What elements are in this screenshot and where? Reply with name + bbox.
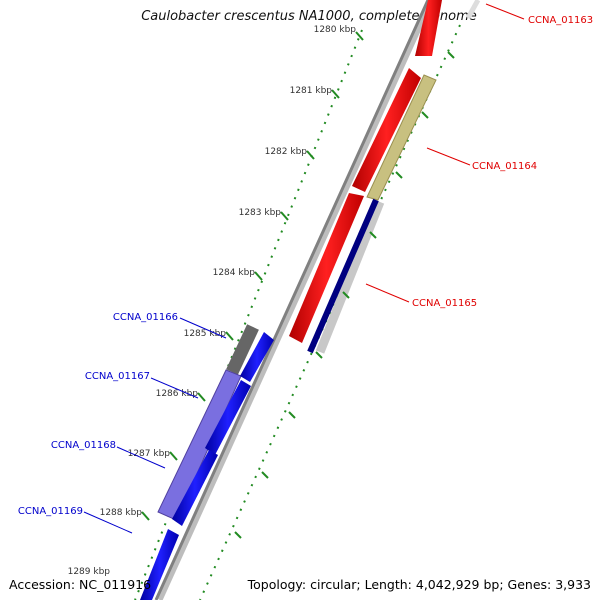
tick-label: 1282 kbp <box>265 147 308 157</box>
accession-text: Accession: NC_011916 <box>9 577 152 592</box>
gene-ccna-01164-arrow[interactable] <box>352 68 421 192</box>
gene-ccna-01167-arrow[interactable] <box>205 380 251 455</box>
tick-mark <box>331 89 340 99</box>
tick-label: 1285 kbp <box>184 329 227 339</box>
backbone-shadow <box>157 0 435 600</box>
feature-ccna-01164-band <box>366 74 437 201</box>
tick-label: 1284 kbp <box>213 268 256 278</box>
gene-label-ccna-01163[interactable]: CCNA_01163 <box>528 15 593 26</box>
tick-label: 1287 kbp <box>128 449 171 459</box>
gene-ccna-01168-arrow[interactable] <box>172 450 218 526</box>
gene-label-ccna-01166[interactable]: CCNA_01166 <box>113 312 178 323</box>
feature-ccna-01166-band <box>226 324 259 375</box>
tick-label: 1288 kbp <box>100 508 143 518</box>
gene-label-ccna-01164[interactable]: CCNA_01164 <box>472 161 537 172</box>
tick-mark <box>306 150 315 160</box>
tick-mark <box>169 451 178 461</box>
gene-ccna-01163-arrow[interactable] <box>415 0 442 56</box>
leader-ccna-01165 <box>365 283 410 303</box>
tick-mark <box>355 31 364 41</box>
summary-text: Topology: circular; Length: 4,042,929 bp… <box>247 577 591 592</box>
faint-feature <box>465 0 481 20</box>
gene-label-ccna-01167[interactable]: CCNA_01167 <box>85 371 150 382</box>
leader-ccna-01166 <box>179 317 227 339</box>
map-title: Caulobacter crescentus NA1000, complete … <box>141 9 477 24</box>
tick-group: 1280 kbp 1281 kbp 1282 kbp 1283 kbp 1284… <box>68 25 455 577</box>
tick-mark <box>141 511 150 521</box>
leader-ccna-01168 <box>116 446 166 469</box>
tick-label: 1281 kbp <box>290 86 333 96</box>
tick-label: 1289 kbp <box>68 567 111 577</box>
feature-ccna-01165-dark <box>307 198 379 354</box>
tick-label: 1280 kbp <box>314 25 357 35</box>
feature-ccna-01165-light <box>315 200 385 354</box>
leader-ccna-01163 <box>485 3 525 20</box>
leader-ccna-01164 <box>426 147 471 166</box>
gene-ccna-01165-arrow[interactable] <box>289 193 364 343</box>
gene-label-ccna-01165[interactable]: CCNA_01165 <box>412 298 477 309</box>
leader-ccna-01169 <box>83 511 133 534</box>
tick-mark <box>280 211 289 221</box>
tick-mark <box>225 331 234 341</box>
gene-ccna-01166-arrow[interactable] <box>240 332 274 382</box>
inner-dotted-line <box>134 29 363 600</box>
leader-ccna-01167 <box>150 377 199 399</box>
tick-label: 1286 kbp <box>156 389 199 399</box>
tick-label: 1283 kbp <box>239 208 282 218</box>
tick-mark <box>197 392 206 402</box>
gene-label-ccna-01169[interactable]: CCNA_01169 <box>18 506 83 517</box>
backbone <box>154 0 430 600</box>
gene-ccna-01169-arrow[interactable] <box>140 529 179 600</box>
tick-mark <box>254 271 263 281</box>
gene-label-ccna-01168[interactable]: CCNA_01168 <box>51 440 116 451</box>
